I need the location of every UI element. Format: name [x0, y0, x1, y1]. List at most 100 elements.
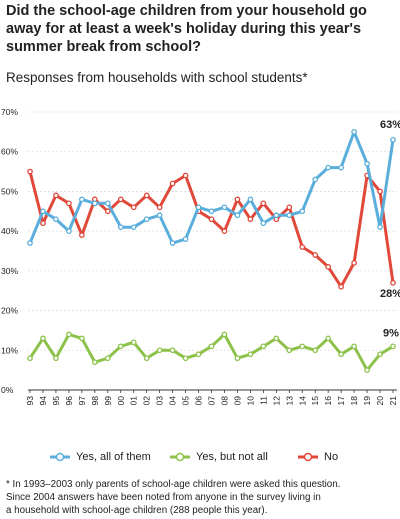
- data-point: [247, 196, 254, 203]
- data-point: [130, 204, 137, 211]
- x-tick-label: 2009: [232, 396, 242, 405]
- data-point: [104, 208, 111, 215]
- x-tick-label: 2000: [116, 396, 126, 405]
- data-point: [364, 367, 370, 373]
- data-point: [169, 180, 176, 187]
- data-point: [156, 347, 163, 354]
- data-point: [104, 200, 111, 207]
- data-point: [130, 224, 137, 231]
- data-point: [143, 355, 150, 362]
- data-point: [286, 212, 293, 219]
- data-point: [234, 196, 241, 203]
- data-point: [130, 339, 137, 346]
- data-point: [351, 129, 357, 135]
- y-tick-label: 0%: [1, 385, 14, 395]
- x-tick-label: 2008: [219, 396, 229, 405]
- data-point: [338, 351, 344, 358]
- data-point: [286, 347, 293, 354]
- x-tick-label: 1998: [90, 396, 100, 405]
- data-point: [40, 220, 46, 227]
- x-tick-label: 2012: [271, 396, 281, 405]
- data-point: [40, 208, 46, 215]
- data-point: [27, 355, 33, 362]
- data-point: [117, 343, 124, 350]
- data-point: [208, 216, 215, 223]
- data-point: [338, 164, 344, 171]
- data-point: [364, 160, 370, 167]
- x-tick-label: 1997: [77, 396, 87, 405]
- x-tick-label: 2002: [142, 396, 152, 405]
- data-point: [79, 196, 85, 203]
- data-point: [53, 216, 59, 223]
- data-point: [169, 347, 176, 354]
- data-point: [221, 204, 228, 211]
- x-tick-label: 1994: [38, 396, 48, 405]
- y-tick-label: 70%: [1, 107, 18, 117]
- data-point: [208, 208, 215, 215]
- data-point: [91, 200, 98, 207]
- legend-swatch-green: [170, 449, 190, 465]
- x-tick-label: 2015: [310, 396, 320, 405]
- data-point: [312, 176, 319, 183]
- data-point: [286, 204, 293, 211]
- x-tick-label: 2016: [323, 396, 333, 405]
- data-point: [299, 244, 306, 250]
- data-point: [221, 228, 228, 234]
- data-point: [260, 343, 267, 350]
- legend-swatch-red: [298, 449, 318, 465]
- data-point: [40, 335, 46, 342]
- footnote: * In 1993–2003 only parents of school-ag…: [6, 478, 398, 517]
- x-tick-label: 2018: [349, 396, 359, 405]
- y-tick-label: 10%: [1, 345, 18, 355]
- data-point: [377, 351, 383, 358]
- y-tick-label: 30%: [1, 266, 18, 276]
- end-value-label: 63%: [380, 119, 400, 131]
- series-line-2: [28, 170, 395, 289]
- data-point: [234, 355, 241, 362]
- x-tick-label: 2001: [129, 396, 139, 405]
- chart-subtitle: Responses from households with school st…: [6, 70, 308, 85]
- x-tick-label: 2004: [168, 396, 178, 405]
- x-tick-label: 2007: [207, 396, 217, 405]
- x-tick-label: 1995: [51, 396, 61, 405]
- data-point: [351, 260, 357, 266]
- data-point: [273, 335, 280, 342]
- data-point: [390, 343, 396, 350]
- data-point: [390, 136, 396, 143]
- data-point: [221, 331, 228, 338]
- x-tick-label: 2003: [155, 396, 165, 405]
- y-tick-label: 50%: [1, 186, 18, 196]
- x-tick-label: 2011: [258, 396, 268, 405]
- data-point: [79, 335, 85, 342]
- data-point: [299, 208, 306, 215]
- chart-title: Did the school-age children from your ho…: [6, 3, 367, 55]
- y-tick-label: 60%: [1, 147, 18, 157]
- data-point: [79, 232, 85, 238]
- data-point: [66, 200, 72, 207]
- data-point: [377, 224, 383, 231]
- series-line-1: [28, 332, 395, 372]
- chart-legend: Yes, all of them Yes, but not all No: [0, 449, 400, 465]
- data-point: [377, 188, 383, 195]
- legend-label-no: No: [324, 451, 339, 463]
- legend-label-yes-not-all: Yes, but not all: [196, 451, 268, 463]
- data-point: [208, 343, 215, 350]
- data-point: [390, 279, 396, 286]
- data-point: [117, 224, 124, 231]
- data-point: [351, 343, 357, 350]
- legend-item-yes-all: Yes, all of them: [50, 449, 151, 465]
- data-point: [143, 192, 150, 199]
- x-tick-label: 2020: [375, 396, 385, 405]
- data-point: [104, 355, 111, 362]
- data-point: [66, 228, 72, 234]
- data-point: [117, 196, 124, 203]
- data-point: [234, 212, 241, 219]
- data-point: [182, 236, 189, 242]
- x-tick-label: 2010: [245, 396, 255, 405]
- x-tick-label: 2019: [362, 396, 372, 405]
- data-point: [91, 359, 98, 366]
- data-point: [195, 204, 202, 211]
- footnote-line-3: a household with school-age children (28…: [6, 505, 268, 516]
- x-tick-label: 2017: [336, 396, 346, 405]
- x-tick-label: 1996: [64, 396, 74, 405]
